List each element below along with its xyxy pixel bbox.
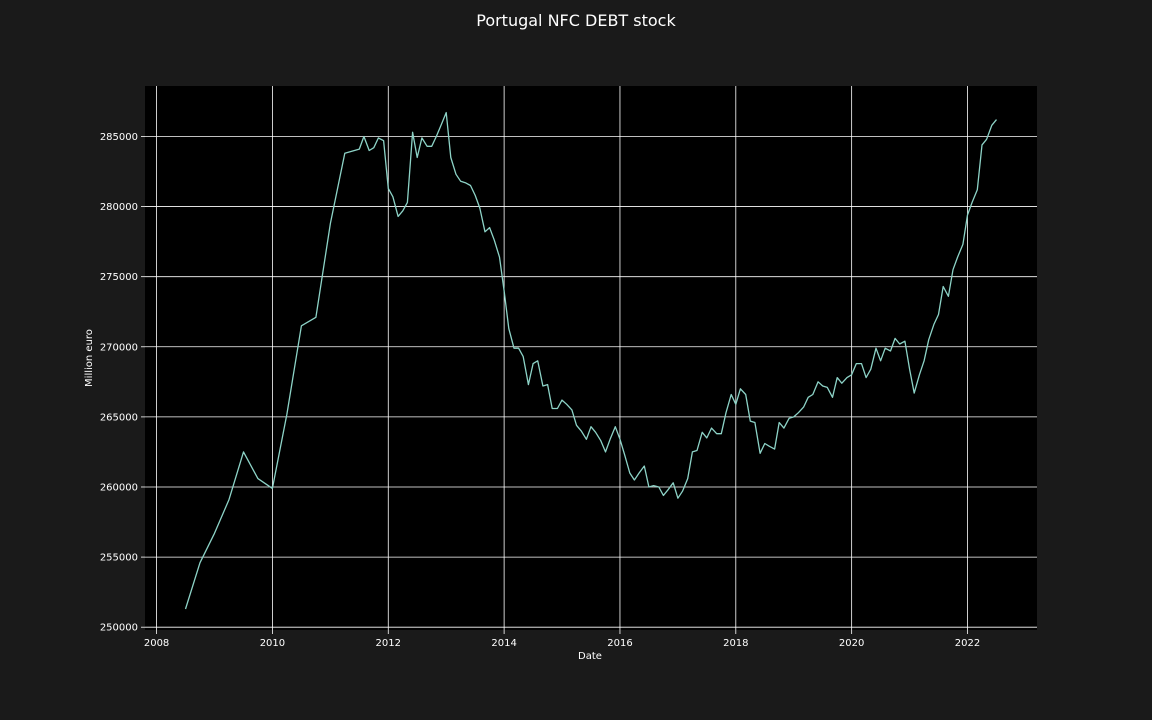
y-tick-label: 255000 (100, 553, 138, 564)
x-tick-label: 2020 (839, 638, 864, 649)
x-tick-label: 2022 (955, 638, 980, 649)
chart-title: Portugal NFC DEBT stock (476, 11, 676, 30)
x-tick-label: 2014 (491, 638, 516, 649)
x-tick-label: 2010 (260, 638, 285, 649)
y-tick-label: 265000 (100, 412, 138, 423)
x-axis-label: Date (578, 651, 602, 662)
grid (145, 86, 1037, 630)
x-tick-label: 2016 (607, 638, 632, 649)
y-tick-label: 275000 (100, 272, 138, 283)
x-tick-label: 2012 (376, 638, 401, 649)
x-axis: 2008 2010 2012 2014 2016 2018 2020 2022 (144, 630, 980, 649)
y-tick-label: 270000 (100, 342, 138, 353)
y-tick-label: 285000 (100, 132, 138, 143)
y-tick-label: 280000 (100, 202, 138, 213)
y-axis: 250000 255000 260000 265000 270000 275000 2800… (100, 132, 145, 634)
y-axis-label: Million euro (84, 329, 95, 387)
x-tick-label: 2008 (144, 638, 169, 649)
x-tick-label: 2018 (723, 638, 748, 649)
y-tick-label: 260000 (100, 482, 138, 493)
y-tick-label: 250000 (100, 623, 138, 634)
plot-area (145, 86, 1037, 630)
series-line (184, 111, 998, 610)
